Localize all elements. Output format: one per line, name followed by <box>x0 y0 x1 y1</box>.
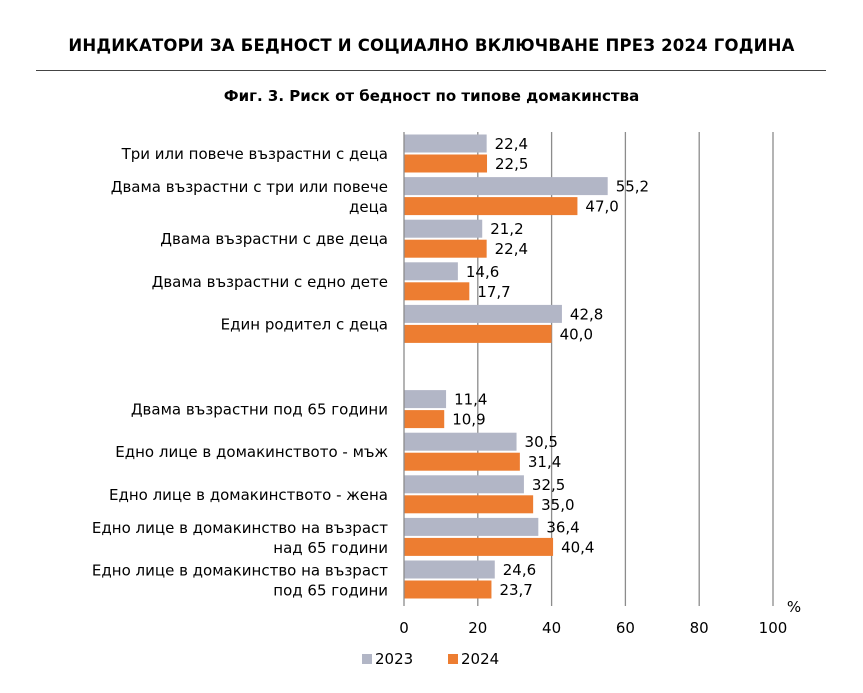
bar-2024 <box>404 410 445 429</box>
unit-label: % <box>787 598 801 616</box>
bar-2023 <box>404 134 487 153</box>
data-label: 11,4 <box>454 391 487 409</box>
legend-label: 2024 <box>461 650 499 668</box>
category-label: Едно лице в домакинството - мъж <box>115 443 388 461</box>
header-divider <box>36 70 826 71</box>
bar-2023 <box>404 304 562 323</box>
legend-label: 2023 <box>375 650 413 668</box>
bar-2023 <box>404 177 608 196</box>
legend-swatch-2024 <box>448 654 458 664</box>
bar-2024 <box>404 537 554 556</box>
bar-2024 <box>404 452 520 471</box>
bar-2023 <box>404 390 447 409</box>
bar-2023 <box>404 262 458 281</box>
x-tick-label: 100 <box>759 619 788 637</box>
bar-2023 <box>404 560 495 579</box>
chart-title: Фиг. 3. Риск от бедност по типове домаки… <box>223 87 640 105</box>
bar-2023 <box>404 219 483 238</box>
x-tick-label: 60 <box>616 619 635 637</box>
page-header: ИНДИКАТОРИ ЗА БЕДНОСТ И СОЦИАЛНО ВКЛЮЧВА… <box>68 36 795 55</box>
data-label: 10,9 <box>452 411 485 429</box>
category-label: Двама възрастни с едно дете <box>152 273 388 291</box>
bar-2023 <box>404 517 539 536</box>
data-label: 30,5 <box>525 433 558 451</box>
data-label: 17,7 <box>477 283 510 301</box>
bar-2023 <box>404 432 517 451</box>
data-label: 40,0 <box>560 325 593 343</box>
data-label: 24,6 <box>503 561 536 579</box>
category-label: Двама възрастни с две деца <box>160 230 388 248</box>
data-label: 32,5 <box>532 476 565 494</box>
category-label: Едно лице в домакинството - жена <box>109 486 388 504</box>
data-label: 35,0 <box>541 496 574 514</box>
data-label: 31,4 <box>528 453 561 471</box>
bar-2024 <box>404 197 578 216</box>
data-label: 23,7 <box>499 581 532 599</box>
data-label: 42,8 <box>570 305 603 323</box>
bar-2024 <box>404 324 552 343</box>
legend-swatch-2023 <box>362 654 372 664</box>
category-label: Един родител с деца <box>221 315 388 333</box>
data-label: 22,5 <box>495 155 528 173</box>
category-label: Три или повече възрастни с деца <box>121 145 388 163</box>
bar-2024 <box>404 154 488 173</box>
category-label: Двама възрастни с три или повече деца <box>111 178 388 216</box>
bar-2024 <box>404 282 470 301</box>
category-label: Едно лице в домакинство на възраст над 65… <box>92 519 388 557</box>
x-tick-label: 0 <box>399 619 409 637</box>
bar-2024 <box>404 580 492 599</box>
category-label: Двама възрастни под 65 години <box>131 401 388 419</box>
bar-2023 <box>404 475 524 494</box>
data-label: 22,4 <box>495 240 528 258</box>
data-label: 22,4 <box>495 135 528 153</box>
data-label: 21,2 <box>490 220 523 238</box>
x-tick-label: 40 <box>542 619 561 637</box>
data-label: 55,2 <box>616 178 649 196</box>
data-label: 36,4 <box>546 518 579 536</box>
data-label: 40,4 <box>561 538 594 556</box>
data-label: 14,6 <box>466 263 499 281</box>
category-label: Едно лице в домакинство на възраст под 65… <box>92 562 388 600</box>
x-tick-label: 20 <box>468 619 487 637</box>
bar-2024 <box>404 239 487 258</box>
x-tick-label: 80 <box>690 619 709 637</box>
data-label: 47,0 <box>585 198 618 216</box>
bar-2024 <box>404 495 534 514</box>
